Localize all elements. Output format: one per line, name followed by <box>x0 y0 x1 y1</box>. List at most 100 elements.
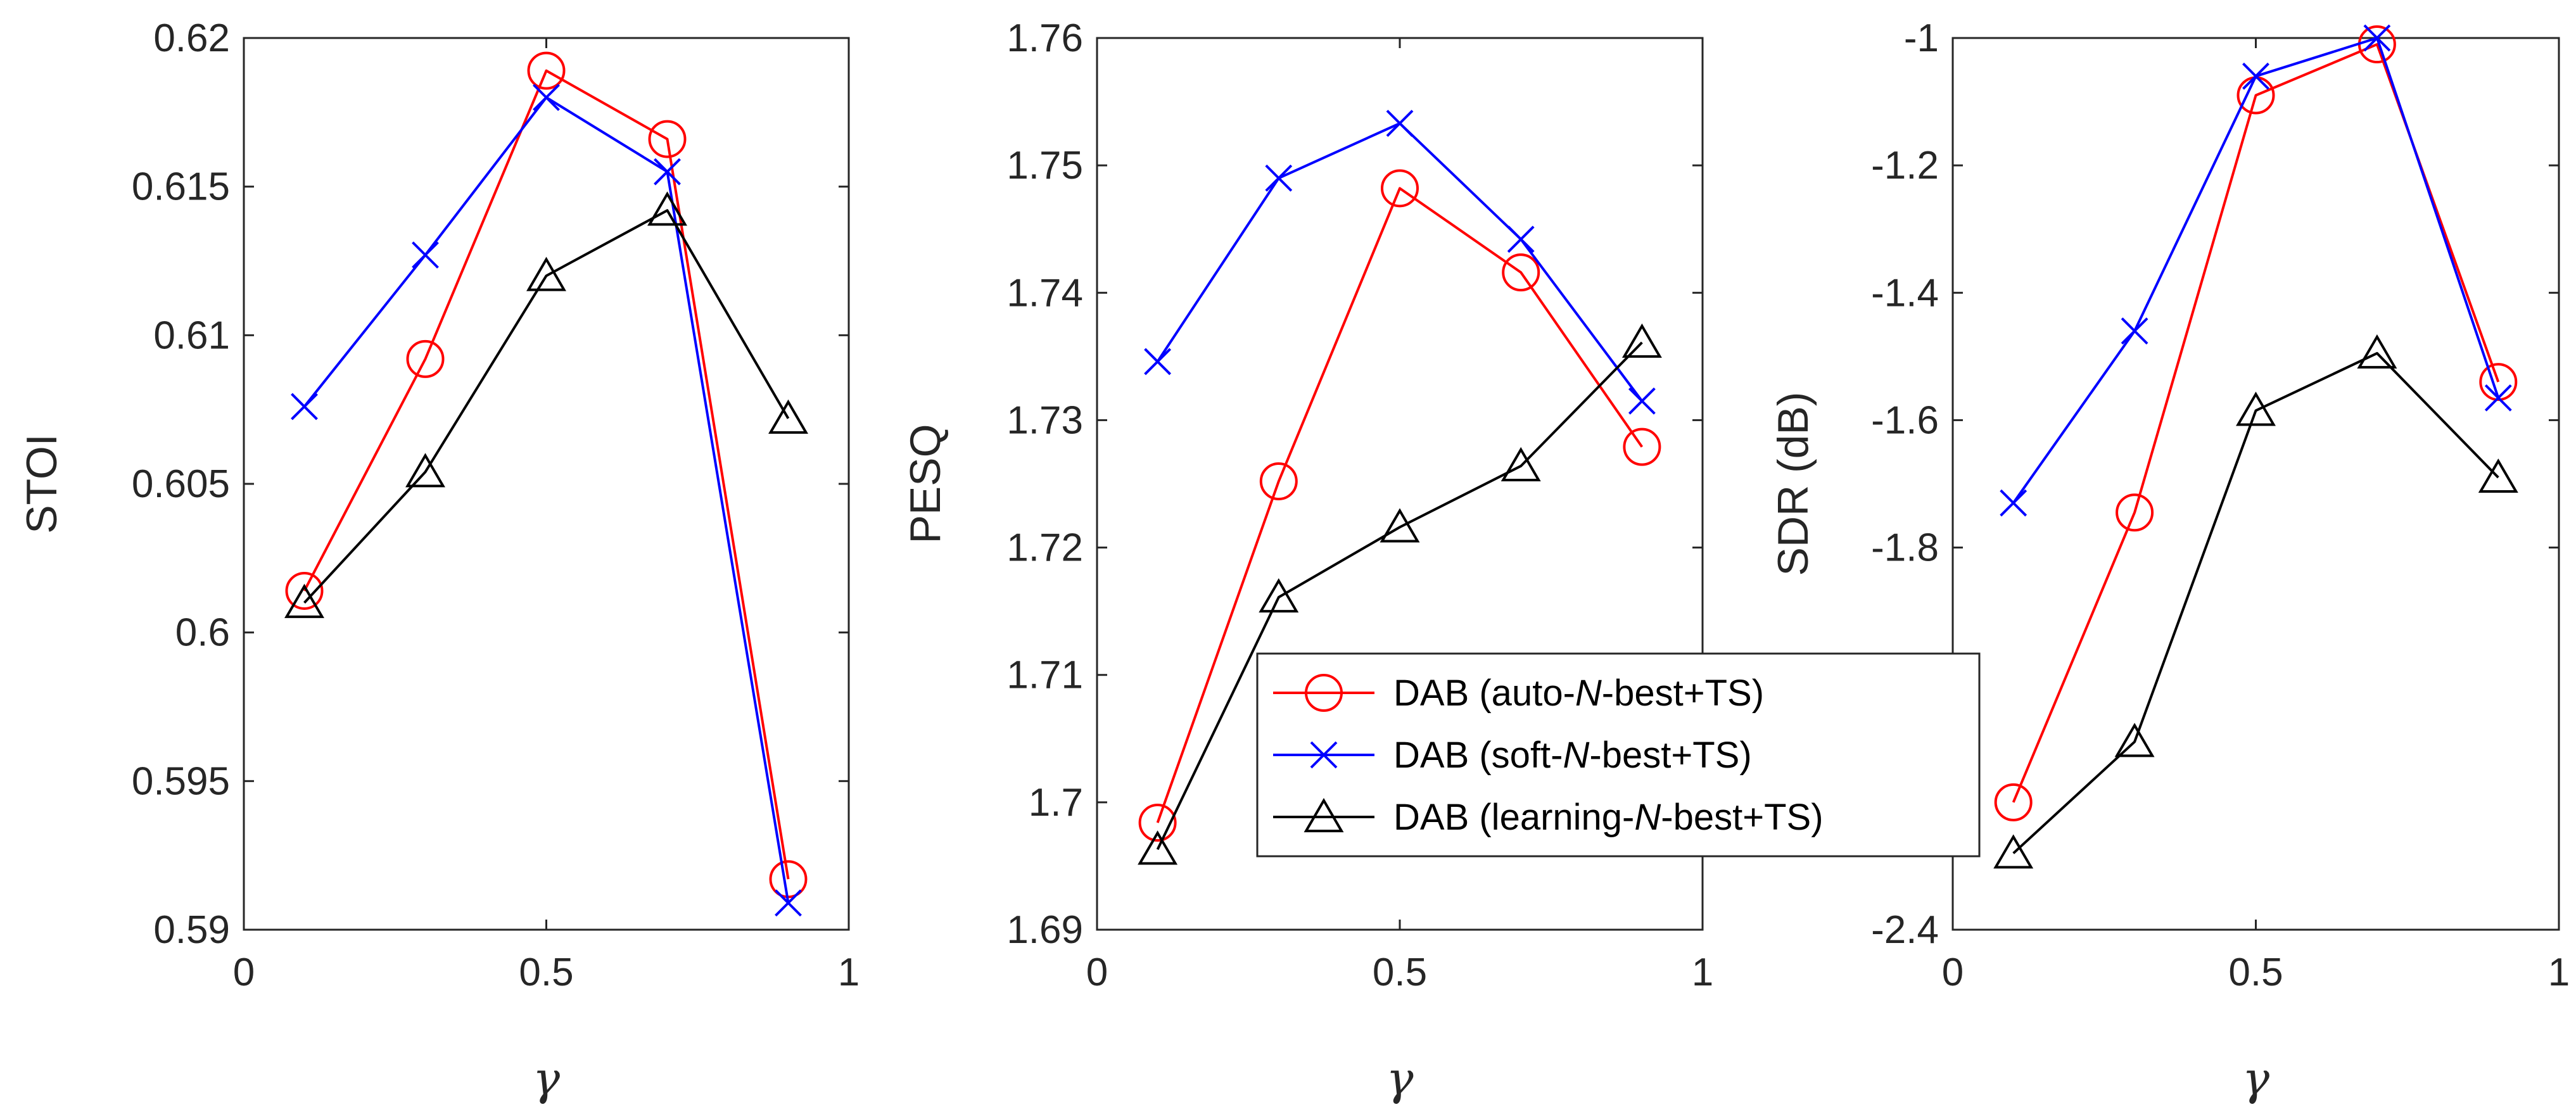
legend-label: DAB (soft-N-best+TS) <box>1393 735 1752 776</box>
data-point <box>285 571 324 610</box>
y-axis-label: SDR (dB) <box>1769 392 1817 576</box>
y-axis-label: STOI <box>18 434 66 533</box>
y-tick-label: -1.8 <box>1871 526 1939 570</box>
legend: DAB (auto-N-best+TS) DAB (soft-N-best+TS)… <box>1256 652 1981 858</box>
legend-label: DAB (auto-N-best+TS) <box>1393 673 1764 714</box>
y-tick-label: 1.73 <box>1006 398 1083 442</box>
plot-area <box>243 37 850 931</box>
legend-box <box>1256 652 1981 858</box>
series-3 <box>284 191 808 618</box>
series-1 <box>285 51 808 899</box>
data-point <box>775 889 802 917</box>
data-point <box>2242 62 2269 90</box>
series-3 <box>1993 334 2518 869</box>
data-point <box>2116 493 2154 532</box>
y-tick-label: 1.7 <box>1029 781 1083 825</box>
y-tick-label: -1.4 <box>1871 271 1939 315</box>
data-point <box>647 191 687 226</box>
y-tick-label: -1.6 <box>1871 398 1939 442</box>
series-line <box>303 209 790 604</box>
y-tick-label: -1.2 <box>1871 144 1939 187</box>
data-point <box>2000 489 2027 517</box>
data-point <box>406 339 445 378</box>
data-point <box>1501 446 1541 481</box>
y-tick-label: 1.76 <box>1006 16 1083 60</box>
data-point <box>533 84 560 111</box>
series-3 <box>1138 323 1662 865</box>
series-2 <box>291 84 802 917</box>
data-point <box>284 583 324 618</box>
x-axis-label: γ <box>533 1052 561 1105</box>
data-point <box>1623 427 1661 466</box>
series-2 <box>1144 110 1656 415</box>
y-tick-label: 0.61 <box>153 313 230 357</box>
series-line <box>2012 351 2499 854</box>
y-axis-label: PESQ <box>901 424 949 544</box>
x-axis-label: γ <box>1386 1052 1414 1105</box>
data-point <box>2236 391 2276 426</box>
data-point <box>526 256 566 291</box>
data-point <box>1381 169 1419 208</box>
y-tick-label: -2.4 <box>1871 908 1939 952</box>
subplots: 0.59 0.595 0.6 0.605 0.61 0.615 0.62 0 0.5 1 γ STOI… <box>18 16 2570 1105</box>
x-axis-label: γ <box>2242 1052 2270 1105</box>
data-point <box>1994 783 2033 821</box>
data-point <box>1380 508 1420 543</box>
plot-area <box>1951 37 2560 931</box>
data-point <box>2357 334 2397 369</box>
legend-entry: DAB (learning-N-best+TS) <box>1273 797 1824 838</box>
y-tick-label: 0.6 <box>175 611 230 655</box>
series-line <box>1156 187 1644 823</box>
subplot-2: 1.69 1.7 1.71 1.72 1.73 1.74 1.75 1.76 0 0.5 1 γ PES… <box>901 16 1713 1105</box>
legend-entry: DAB (soft-N-best+TS) <box>1273 735 1752 776</box>
legend-entry: DAB (auto-N-best+TS) <box>1273 673 1764 714</box>
legend-marker <box>1305 674 1343 712</box>
data-point <box>2363 24 2391 52</box>
series-line <box>303 69 790 880</box>
data-point <box>527 51 566 90</box>
x-tick-label: 1 <box>1692 951 1713 994</box>
data-point <box>1265 164 1293 192</box>
legend-label: DAB (learning-N-best+TS) <box>1393 797 1824 838</box>
y-tick-label: 1.69 <box>1006 908 1083 952</box>
data-point <box>1259 462 1298 500</box>
x-tick-label: 0 <box>233 951 255 994</box>
data-point <box>1628 387 1656 415</box>
y-tick-label: 0.62 <box>153 16 230 60</box>
series-1 <box>1138 169 1661 842</box>
x-tick-label: 0 <box>1086 951 1108 994</box>
data-point <box>1502 253 1540 292</box>
legend-entries: DAB (auto-N-best+TS) DAB (soft-N-best+TS)… <box>1273 673 1824 838</box>
data-point <box>654 158 681 186</box>
data-point <box>1144 348 1172 376</box>
y-tick-label: 1.75 <box>1006 144 1083 187</box>
data-point <box>1138 830 1178 865</box>
y-tick-label: 1.72 <box>1006 526 1083 570</box>
y-tick-label: 0.605 <box>132 462 230 506</box>
x-tick-label: 1 <box>838 951 860 994</box>
data-point <box>648 120 687 158</box>
subplot-1: 0.59 0.595 0.6 0.605 0.61 0.615 0.62 0 0.5 1 γ STOI <box>18 16 860 1105</box>
data-point <box>412 241 439 269</box>
data-point <box>1259 578 1299 613</box>
data-point <box>1507 225 1535 253</box>
data-point <box>2478 458 2518 493</box>
y-tick-label: -1 <box>1904 16 1939 60</box>
data-point <box>1621 323 1662 358</box>
x-tick-label: 0.5 <box>2228 951 2283 994</box>
data-point <box>768 399 808 434</box>
x-tick-label: 0.5 <box>519 951 573 994</box>
data-point <box>405 453 445 488</box>
data-point <box>1993 834 2034 869</box>
series-2 <box>2000 24 2512 517</box>
legend-marker <box>1310 741 1338 769</box>
data-point <box>291 393 318 421</box>
data-point <box>2484 384 2512 412</box>
y-tick-label: 0.59 <box>153 908 230 952</box>
y-tick-label: 1.74 <box>1006 271 1083 315</box>
data-point <box>1386 110 1414 137</box>
legend-marker <box>1304 798 1344 833</box>
data-point <box>2114 723 2155 757</box>
series-line <box>1156 341 1643 851</box>
